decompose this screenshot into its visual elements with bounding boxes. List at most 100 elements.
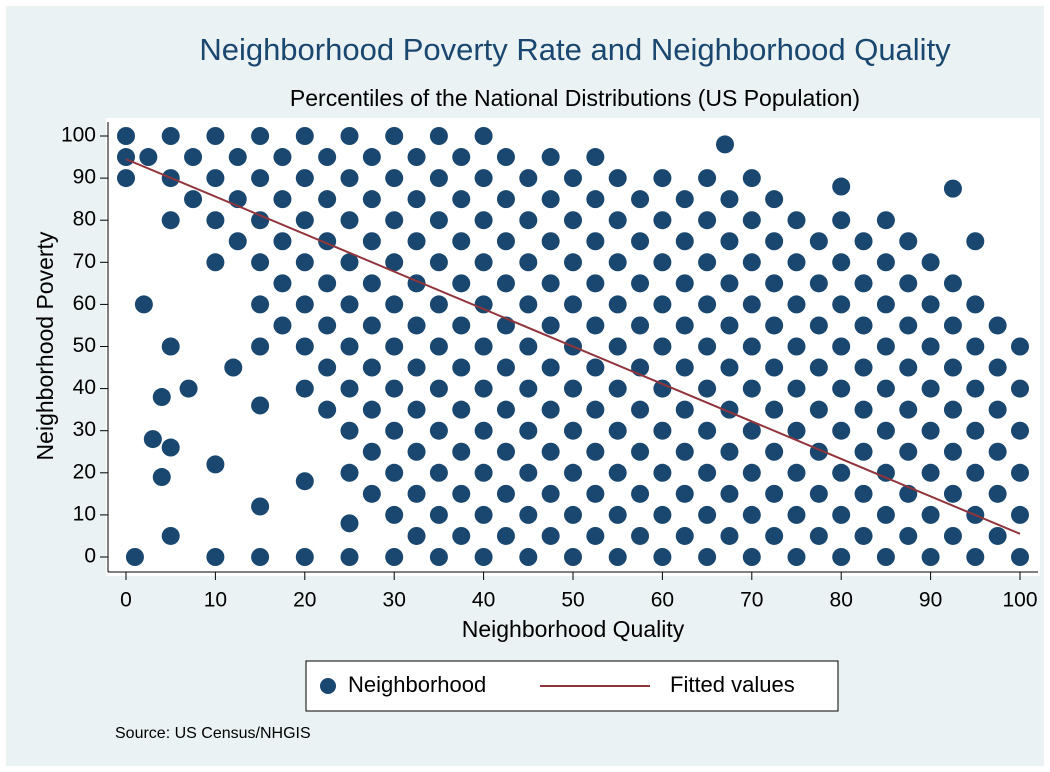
scatter-point (943, 442, 962, 461)
scatter-point (362, 316, 381, 335)
scatter-point (876, 253, 895, 272)
scatter-point (362, 484, 381, 503)
scatter-point (675, 526, 694, 545)
scatter-point (152, 468, 171, 487)
scatter-point (340, 169, 359, 188)
scatter-point (765, 526, 784, 545)
scatter-point (161, 438, 180, 457)
x-tick-label: 30 (383, 589, 406, 612)
chart-subtitle: Percentiles of the National Distribution… (290, 85, 860, 111)
scatter-point (429, 211, 448, 230)
scatter-point (407, 358, 426, 377)
scatter-point (452, 274, 471, 293)
scatter-point (407, 442, 426, 461)
scatter-point (206, 211, 225, 230)
scatter-point (787, 505, 806, 524)
scatter-point (564, 421, 582, 440)
scatter-point (966, 548, 985, 566)
scatter-point (943, 179, 962, 198)
scatter-point (787, 295, 806, 314)
scatter-point (541, 358, 560, 377)
scatter-point (653, 169, 672, 188)
scatter-point (765, 232, 784, 251)
scatter-point (474, 505, 493, 524)
scatter-point (429, 421, 448, 440)
scatter-point (407, 190, 426, 209)
scatter-point (720, 526, 739, 545)
y-tick-label: 80 (73, 208, 96, 231)
scatter-point (340, 514, 359, 533)
scatter-point (765, 442, 784, 461)
scatter-point (429, 505, 448, 524)
scatter-point (608, 505, 627, 524)
scatter-point (251, 295, 270, 314)
scatter-point (295, 127, 314, 145)
scatter-point (787, 548, 806, 566)
scatter-point (742, 211, 761, 230)
scatter-point (273, 148, 292, 167)
scatter-point (742, 379, 761, 398)
scatter-point (152, 388, 171, 407)
scatter-point (496, 484, 515, 503)
scatter-point (675, 232, 694, 251)
scatter-point (675, 442, 694, 461)
scatter-point (541, 232, 560, 251)
scatter-point (720, 358, 739, 377)
scatter-point (541, 274, 560, 293)
scatter-point (876, 463, 895, 482)
scatter-point (921, 337, 940, 356)
scatter-point (474, 127, 493, 145)
scatter-point (452, 442, 471, 461)
scatter-point (943, 358, 962, 377)
scatter-point (206, 127, 225, 145)
x-tick-label: 20 (293, 589, 316, 612)
scatter-point (653, 463, 672, 482)
scatter-point (184, 148, 203, 167)
scatter-point (541, 526, 560, 545)
scatter-point (742, 463, 761, 482)
scatter-point (698, 505, 717, 524)
scatter-point (653, 421, 672, 440)
scatter-point (608, 421, 627, 440)
scatter-point (921, 505, 940, 524)
scatter-point (966, 295, 985, 314)
scatter-point (340, 295, 359, 314)
scatter-point (698, 295, 717, 314)
scatter-point (921, 253, 940, 272)
scatter-point (519, 548, 538, 566)
scatter-point (407, 484, 426, 503)
scatter-point (988, 526, 1007, 545)
scatter-point (429, 337, 448, 356)
scatter-point (474, 337, 493, 356)
scatter-point (362, 442, 381, 461)
scatter-point (295, 295, 314, 314)
scatter-point (742, 337, 761, 356)
scatter-point (809, 358, 828, 377)
scatter-point (318, 358, 337, 377)
scatter-point (452, 358, 471, 377)
scatter-point (362, 232, 381, 251)
scatter-point (161, 337, 180, 356)
scatter-point (143, 430, 162, 449)
scatter-point (224, 358, 243, 377)
scatter-point (653, 211, 672, 230)
scatter-point (273, 232, 292, 251)
scatter-point (787, 337, 806, 356)
scatter-point (273, 316, 292, 335)
scatter-point (854, 358, 873, 377)
scatter-point (564, 463, 582, 482)
scatter-point (407, 316, 426, 335)
scatter-point (586, 232, 605, 251)
scatter-point (1011, 337, 1029, 356)
scatter-point (765, 400, 784, 419)
scatter-point (496, 190, 515, 209)
scatter-point (519, 505, 538, 524)
scatter-point (832, 177, 851, 196)
scatter-point (988, 442, 1007, 461)
scatter-point (564, 505, 582, 524)
scatter-point (765, 274, 784, 293)
scatter-point (474, 253, 493, 272)
scatter-point (966, 421, 985, 440)
legend-label: Neighborhood (348, 672, 486, 697)
scatter-point (251, 127, 270, 145)
